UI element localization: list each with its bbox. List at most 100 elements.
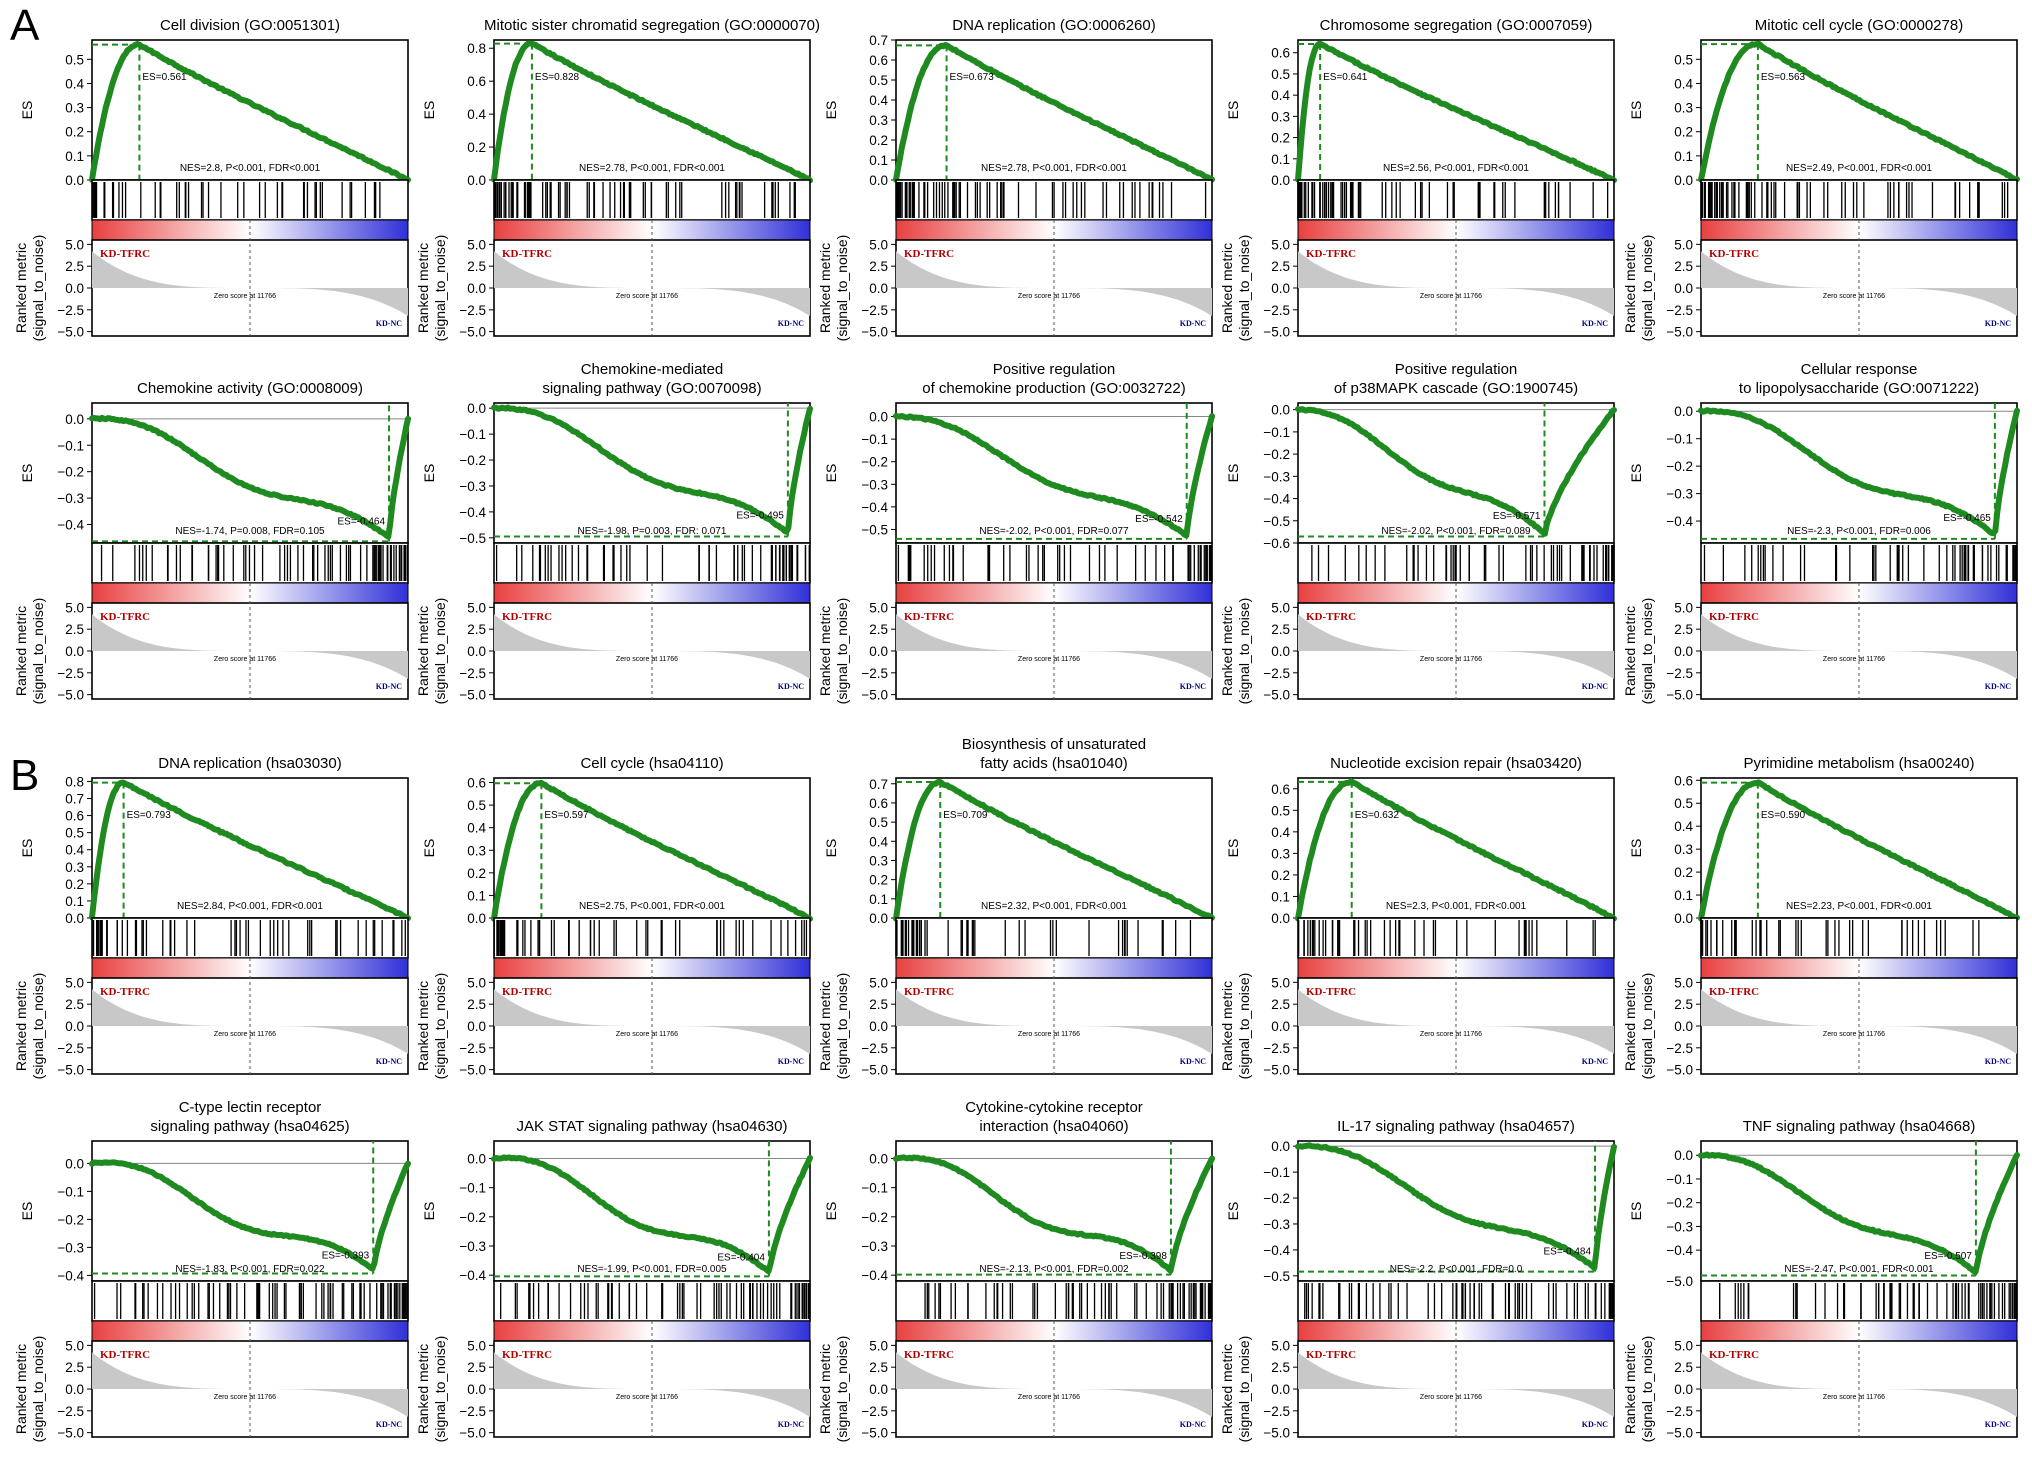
- y-tick-label: −0.3: [1263, 469, 1290, 484]
- rank-axis-label: (signal_to_noise): [1236, 1336, 1252, 1443]
- rank-axis-label: (signal_to_noise): [1639, 973, 1655, 1080]
- gsea-plot: Chemokine-mediated signaling pathway (GO:…: [415, 361, 813, 704]
- es-curve: [491, 1154, 813, 1275]
- y-tick-label: 0.7: [65, 791, 84, 806]
- y-tick-label: 0.3: [467, 843, 486, 858]
- y-tick-label: 0.2: [65, 125, 84, 140]
- es-value-label: ES=-0.465: [1943, 513, 1991, 524]
- es-axis-label: ES: [1225, 839, 1241, 858]
- y-tick-label: 0.2: [1674, 125, 1693, 140]
- zero-score-label: Zero score at 11766: [1823, 293, 1885, 300]
- zero-score-label: Zero score at 11766: [1420, 1031, 1482, 1038]
- rank-tick-label: 0.0: [65, 1382, 84, 1397]
- plot-title: Cytokine-cytokine receptor: [965, 1099, 1143, 1116]
- y-tick-label: 0.1: [1674, 149, 1693, 164]
- rank-tick-label: 5.0: [1674, 237, 1693, 252]
- rank-tick-label: 5.0: [65, 237, 84, 252]
- es-value-label: ES=0.632: [1355, 810, 1400, 821]
- es-curve: [1295, 40, 1617, 184]
- y-tick-label: 0.2: [467, 866, 486, 881]
- es-curve: [491, 779, 813, 922]
- y-tick-label: −0.1: [57, 1184, 84, 1199]
- stats-label: NES=2.32, P<0.001, FDR<0.001: [981, 901, 1127, 912]
- kd-nc-label: KD-NC: [778, 319, 804, 328]
- y-tick-label: 0.4: [1271, 825, 1290, 840]
- rank-axis-label: Ranked metric: [817, 981, 833, 1071]
- rank-tick-label: 5.0: [1674, 600, 1693, 615]
- plot-title: DNA replication (hsa03030): [158, 755, 341, 772]
- y-tick-label: 0.1: [869, 892, 888, 907]
- rank-tick-label: 2.5: [467, 259, 486, 274]
- y-tick-label: −0.4: [459, 505, 486, 520]
- y-tick-label: −0.3: [459, 479, 486, 494]
- y-tick-label: 0.0: [65, 911, 84, 926]
- kd-tfrc-label: KD-TFRC: [1709, 248, 1759, 260]
- y-tick-label: −0.1: [1263, 425, 1290, 440]
- kd-tfrc-label: KD-TFRC: [502, 611, 552, 623]
- rank-tick-label: 2.5: [65, 997, 84, 1012]
- plot-title: JAK STAT signaling pathway (hsa04630): [517, 1118, 788, 1135]
- rank-tick-label: 5.0: [1674, 1338, 1693, 1353]
- es-value-label: ES=0.673: [950, 72, 995, 83]
- y-tick-label: −0.2: [57, 465, 84, 480]
- y-tick-label: 0.0: [869, 173, 888, 188]
- es-curve: [893, 778, 1215, 922]
- rank-tick-label: 5.0: [467, 237, 486, 252]
- y-tick-label: −0.1: [1263, 1165, 1290, 1180]
- y-tick-label: −0.1: [1666, 432, 1693, 447]
- es-axis-label: ES: [1225, 101, 1241, 120]
- rank-tick-label: 5.0: [467, 600, 486, 615]
- es-curve: [1295, 1142, 1617, 1271]
- rank-tick-label: 0.0: [1674, 644, 1693, 659]
- kd-tfrc-label: KD-TFRC: [1306, 611, 1356, 623]
- rank-tick-label: 5.0: [1271, 975, 1290, 990]
- rank-tick-label: 0.0: [1271, 644, 1290, 659]
- rank-axis-label: Ranked metric: [1219, 1344, 1235, 1434]
- y-tick-label: −0.4: [1666, 1243, 1693, 1258]
- y-tick-label: 0.5: [65, 52, 84, 67]
- y-tick-label: 0.2: [467, 140, 486, 155]
- rank-tick-label: 5.0: [65, 975, 84, 990]
- gsea-plot: Chromosome segregation (GO:0007059) 0.0 0.…: [1219, 17, 1617, 341]
- rank-axis-label: Ranked metric: [13, 981, 29, 1071]
- rank-metric-area: [1701, 614, 2017, 679]
- es-axis-label: ES: [823, 101, 839, 120]
- rank-tick-label: −5.0: [57, 1063, 84, 1078]
- rank-axis-label: (signal_to_noise): [1236, 598, 1252, 705]
- stats-label: NES=-1.83, P<0.001, FDR=0.022: [175, 1264, 325, 1275]
- y-tick-label: 0.4: [869, 93, 888, 108]
- y-tick-label: 0.8: [467, 41, 486, 56]
- rank-tick-label: −2.5: [1666, 1041, 1693, 1056]
- es-value-label: ES=0.641: [1323, 72, 1368, 83]
- hit-frame: [895, 542, 1213, 584]
- rank-tick-label: 2.5: [1674, 1360, 1693, 1375]
- rank-metric-area: [1701, 251, 2017, 316]
- rank-metric-area: [1701, 989, 2017, 1054]
- stats-label: NES=2.75, P<0.001, FDR<0.001: [579, 901, 725, 912]
- y-tick-label: 0.2: [1271, 868, 1290, 883]
- y-tick-label: 0.4: [1674, 819, 1693, 834]
- y-tick-label: 0.3: [869, 853, 888, 868]
- rank-axis-label: Ranked metric: [817, 606, 833, 696]
- kd-nc-label: KD-NC: [376, 682, 402, 691]
- es-value-label: ES=0.561: [142, 72, 187, 83]
- y-tick-label: 0.1: [1271, 889, 1290, 904]
- kd-nc-label: KD-NC: [1180, 682, 1206, 691]
- es-value-label: ES=0.793: [127, 810, 172, 821]
- kd-tfrc-label: KD-TFRC: [904, 986, 954, 998]
- rank-tick-label: 5.0: [65, 600, 84, 615]
- stats-label: NES=-2.2, P<0.001, FDR=0.0: [1390, 1264, 1523, 1275]
- y-tick-label: 0.1: [65, 894, 84, 909]
- rank-tick-label: 0.0: [65, 1019, 84, 1034]
- stats-label: NES=2.3, P<0.001, FDR<0.001: [1386, 901, 1527, 912]
- gsea-plot: C-type lectin receptor signaling pathway …: [13, 1099, 411, 1442]
- hit-frame: [493, 1280, 811, 1322]
- kd-tfrc-label: KD-TFRC: [100, 248, 150, 260]
- es-axis-label: ES: [19, 1202, 35, 1221]
- rank-tick-label: −5.0: [459, 1426, 486, 1441]
- y-tick-label: 0.0: [467, 401, 486, 416]
- es-curve: [1698, 779, 2020, 922]
- es-value-label: ES=-0.398: [1119, 1251, 1167, 1262]
- y-tick-label: 0.1: [1674, 888, 1693, 903]
